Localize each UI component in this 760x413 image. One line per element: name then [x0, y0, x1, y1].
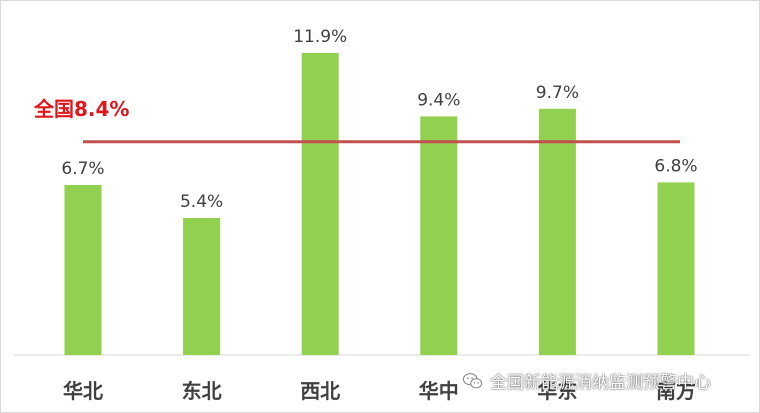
category-label-2: 东北	[182, 379, 222, 403]
data-label-2: 5.4%	[180, 192, 223, 212]
wechat-icon	[462, 372, 483, 388]
bar-4	[420, 116, 458, 356]
data-label-3: 11.9%	[293, 27, 347, 47]
bar-5	[538, 108, 576, 355]
reference-line-label: 全国8.4%	[33, 97, 129, 121]
watermark-text: 全国新能源消纳监测预警中心	[490, 373, 711, 393]
category-label-5: 华东	[537, 379, 577, 403]
bar-1	[64, 185, 102, 355]
category-label-4: 华中	[419, 379, 459, 403]
data-label-1: 6.7%	[61, 159, 104, 179]
data-label-4: 9.4%	[417, 90, 460, 110]
watermark: 全国新能源消纳监测预警中心	[462, 368, 711, 393]
bar-6	[657, 182, 695, 355]
category-label-1: 华北	[63, 379, 103, 403]
category-label-6: 南方	[656, 379, 696, 403]
data-label-6: 6.8%	[654, 156, 697, 176]
data-label-5: 9.7%	[536, 83, 579, 103]
bar-3	[301, 53, 339, 355]
bar-2	[183, 218, 221, 355]
category-label-3: 西北	[300, 379, 340, 403]
